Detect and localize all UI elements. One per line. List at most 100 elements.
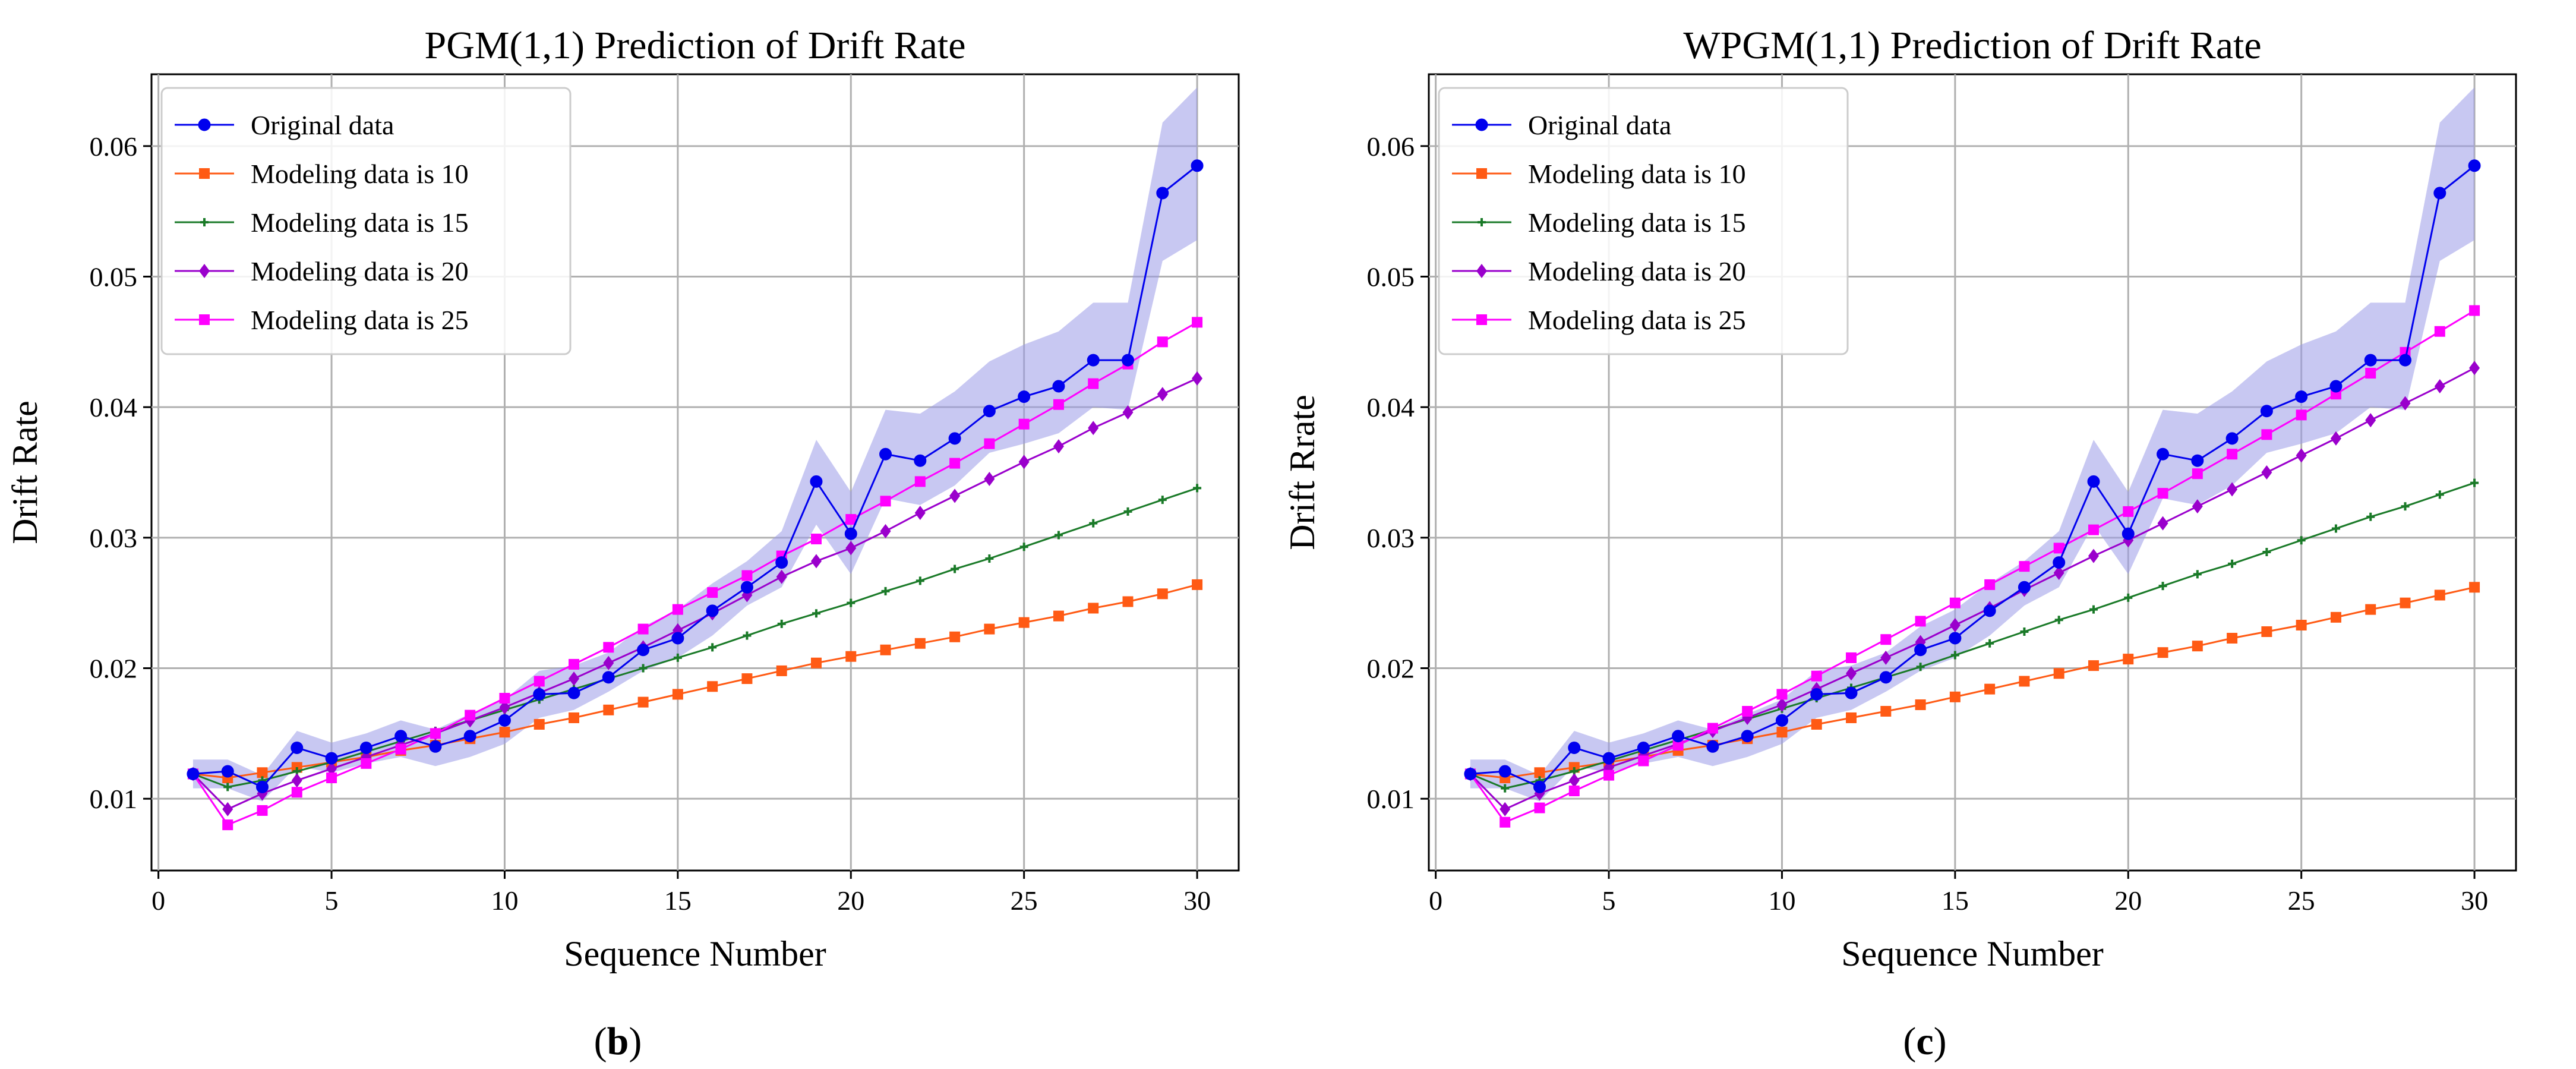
data-point <box>914 476 926 487</box>
legend-c: Original data Modeling data is 10 Modeling… <box>1438 87 1849 355</box>
data-point <box>2296 620 2307 631</box>
x-tick-label: 30 <box>1183 885 1211 916</box>
legend-marker <box>1476 168 1487 179</box>
data-point <box>881 586 890 595</box>
x-tick-label: 30 <box>2461 885 2488 916</box>
legend-entry: Modeling data is 20 <box>175 256 469 286</box>
data-point <box>810 554 822 569</box>
data-point <box>1603 770 1615 781</box>
series-c <box>1464 159 2481 828</box>
data-point <box>2192 499 2203 514</box>
legend-entry: Modeling data is 20 <box>1452 256 1746 286</box>
data-point <box>1810 688 1823 701</box>
data-point <box>257 767 268 778</box>
data-point <box>1880 650 1892 665</box>
data-point <box>463 730 476 743</box>
data-point <box>1915 699 1926 711</box>
data-point <box>569 671 580 686</box>
data-point <box>1846 712 1857 723</box>
data-point <box>1568 786 1580 796</box>
legend-entry: Modeling data is 25 <box>1452 305 1746 335</box>
panel-letter-b: b <box>607 1020 629 1063</box>
data-point <box>2088 524 2099 535</box>
data-point <box>708 643 717 652</box>
data-point <box>222 802 233 816</box>
data-point <box>533 676 545 687</box>
data-point <box>1983 604 1996 617</box>
data-point <box>257 805 268 816</box>
data-point <box>1018 617 1030 628</box>
panel-letter-c: c <box>1916 1020 1933 1063</box>
chart-panel-b: 0 5 10 15 20 25 30 0.01 0.02 0.03 0.04 0.05 0.06 PGM… <box>5 24 1240 1063</box>
data-point <box>498 714 511 727</box>
data-point <box>2434 379 2445 394</box>
x-axis-label-c: Sequence Number <box>1841 934 2104 973</box>
data-point <box>1089 519 1098 528</box>
x-tick-label: 0 <box>1429 885 1442 916</box>
y-tick-label: 0.02 <box>90 654 138 684</box>
y-tick-label: 0.04 <box>90 392 138 422</box>
data-point <box>845 514 857 525</box>
data-point <box>673 653 682 662</box>
data-point <box>2018 581 2031 594</box>
x-tick-label: 5 <box>325 885 339 916</box>
data-point <box>1846 652 1857 663</box>
data-point <box>1568 742 1581 755</box>
data-point <box>1845 686 1858 699</box>
data-point <box>1534 767 1545 778</box>
legend-b: Original data Modeling data is 10 Modeling… <box>160 87 572 355</box>
data-point <box>671 632 684 645</box>
data-point <box>1053 610 1064 622</box>
data-point <box>1776 727 1788 738</box>
data-point <box>983 405 996 418</box>
data-point <box>847 598 855 607</box>
data-point <box>1879 671 1892 684</box>
data-point <box>637 623 649 635</box>
data-point <box>707 587 718 598</box>
data-point <box>2435 490 2444 499</box>
data-point <box>2296 448 2307 463</box>
data-point <box>2330 431 2341 446</box>
x-tick-label: 25 <box>1011 885 1038 916</box>
legend-entry: Original data <box>1452 110 1671 140</box>
data-point <box>1158 496 1167 504</box>
data-point <box>1019 543 1028 551</box>
data-point <box>776 569 787 584</box>
data-point <box>1534 802 1545 813</box>
data-point <box>2364 354 2377 367</box>
data-point <box>1741 730 1754 743</box>
data-point <box>2399 354 2412 367</box>
data-point <box>1192 317 1203 328</box>
legend-label: Modeling data is 20 <box>251 256 469 286</box>
data-point <box>741 673 753 685</box>
data-point <box>2158 582 2167 591</box>
data-point <box>639 664 648 673</box>
legend-entry: Modeling data is 10 <box>175 159 469 189</box>
data-point <box>2469 582 2480 593</box>
legend-entry: Original data <box>175 110 394 140</box>
data-point <box>2019 561 2030 572</box>
data-point <box>2157 488 2168 499</box>
data-point <box>1949 618 1961 633</box>
legend-entries-c: Original data Modeling data is 10 Modeling… <box>1452 110 1746 335</box>
data-point <box>1846 666 1857 681</box>
legend-label: Modeling data is 25 <box>251 305 469 335</box>
data-point <box>2261 429 2272 440</box>
data-point <box>914 506 926 521</box>
legend-label: Modeling data is 25 <box>1528 305 1746 335</box>
data-point <box>2469 361 2480 376</box>
data-point <box>1985 639 1994 648</box>
data-point <box>187 767 200 780</box>
data-point <box>1501 784 1510 793</box>
data-point <box>2020 627 2029 636</box>
data-point <box>2122 527 2135 540</box>
data-point <box>880 496 891 507</box>
data-point <box>2157 516 2168 531</box>
legend-label: Original data <box>251 110 394 140</box>
legend-label: Original data <box>1528 110 1671 140</box>
legend-label: Modeling data is 10 <box>251 159 469 189</box>
data-point <box>1156 187 1169 200</box>
ticks-b: 0 5 10 15 20 25 30 0.01 0.02 0.03 0.04 0.05 0.06 <box>90 131 1211 916</box>
legend-entry: Modeling data is 25 <box>175 305 469 335</box>
